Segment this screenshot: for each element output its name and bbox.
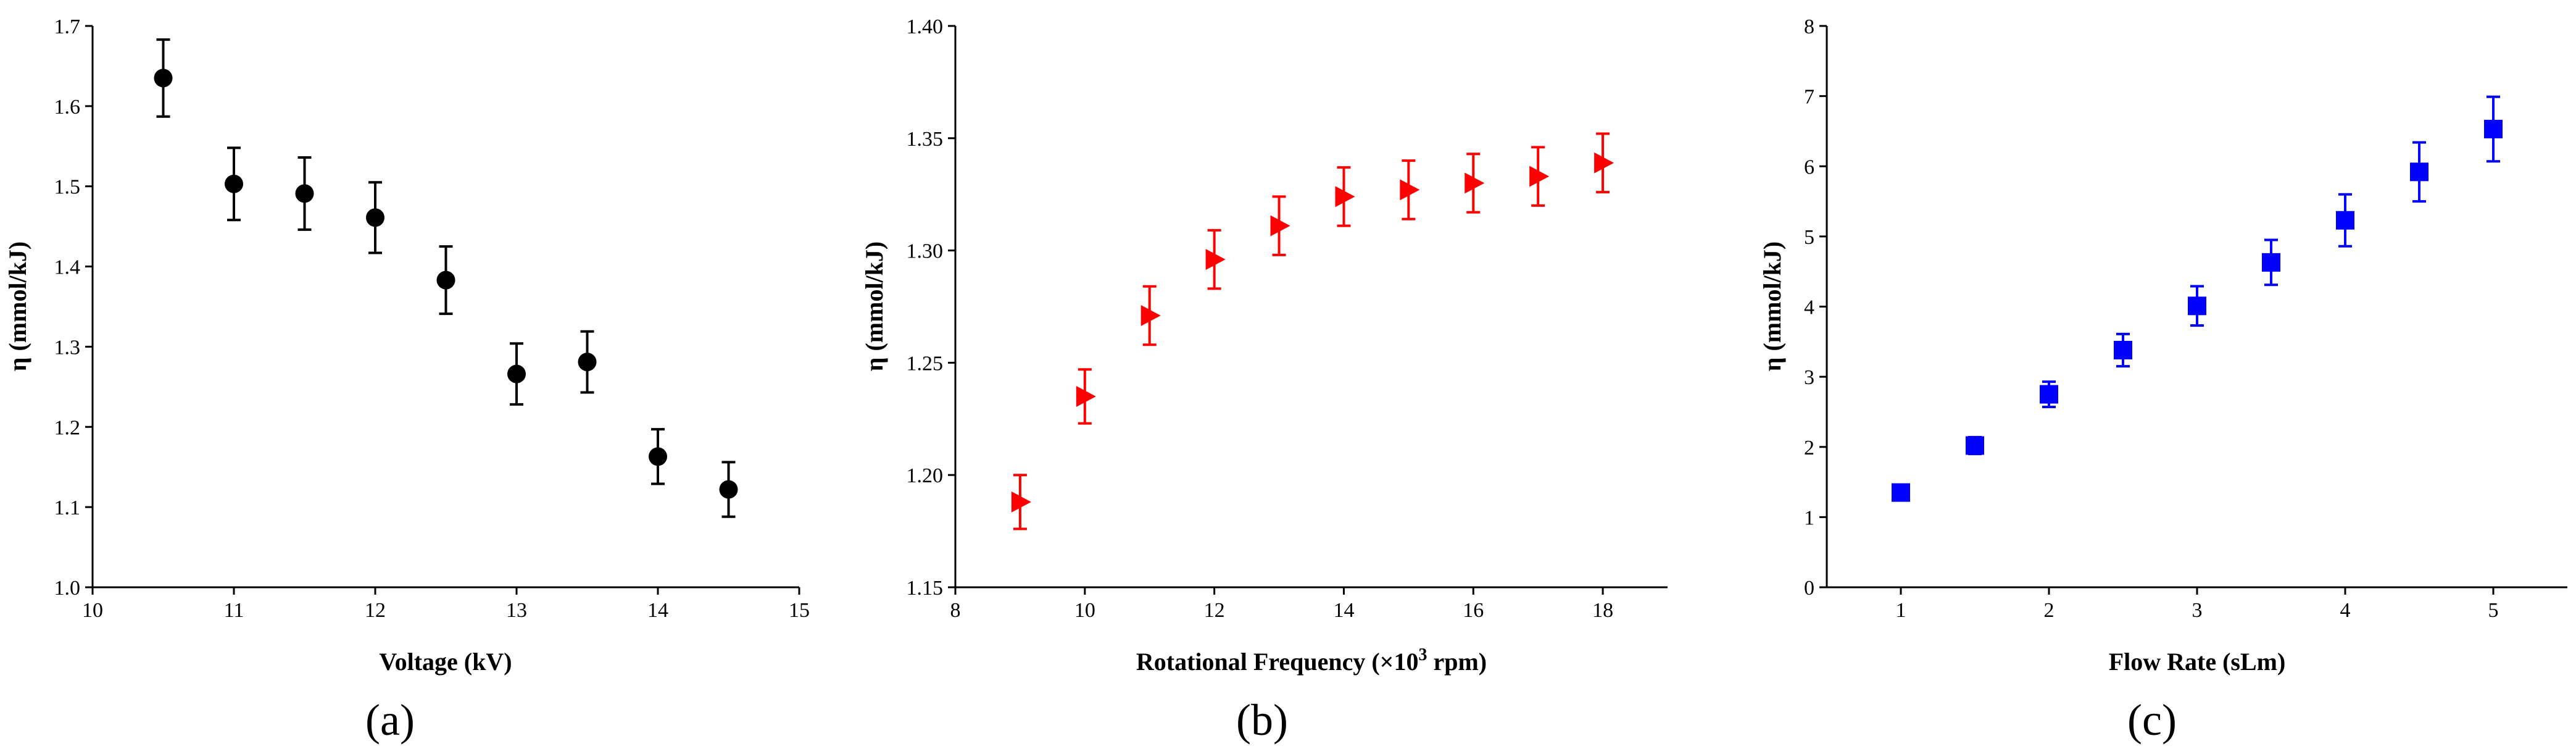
- y-ticks-a: 1.0 1.1 1.2 1.3 1.4 1.5 1.6 1.7: [54, 15, 93, 600]
- x-ticks-b: 8 10 12 14 16 18: [950, 587, 1613, 622]
- y-tick-label: 1.1: [54, 496, 81, 519]
- data-point: [1141, 305, 1161, 327]
- data-point: [507, 364, 526, 383]
- data-point: [1076, 385, 1096, 407]
- plot-frame-b: [954, 26, 1668, 589]
- data-point: [436, 270, 455, 290]
- x-tick-label: 3: [2192, 599, 2203, 622]
- data-point: [1892, 483, 1910, 502]
- y-tick-label: 8: [1804, 15, 1814, 38]
- y-tick-label: 1.40: [907, 15, 944, 38]
- data-point: [719, 480, 738, 499]
- data-point: [295, 184, 314, 203]
- y-tick-label: 1.15: [907, 577, 944, 600]
- x-tick-label: 16: [1463, 599, 1484, 622]
- data-points-c: [1892, 95, 2503, 502]
- data-point: [1400, 179, 1420, 201]
- x-tick-label: 13: [506, 599, 527, 622]
- data-point: [1966, 436, 1984, 455]
- data-point: [1205, 249, 1226, 270]
- data-point: [1594, 152, 1614, 174]
- x-tick-label: 10: [1074, 599, 1095, 622]
- y-axis-title-c: η (mmol/kJ): [1758, 241, 1786, 371]
- y-ticks-c: 0 1 2 3 4 5 6 7 8: [1804, 15, 1827, 600]
- x-ticks-a: 10 11 12 13 14 15: [82, 587, 810, 622]
- x-tick-label: 12: [365, 599, 386, 622]
- y-tick-label: 1.2: [54, 416, 81, 439]
- y-axis-title-b: η (mmol/kJ): [860, 241, 888, 371]
- data-point: [1335, 186, 1355, 207]
- data-points-b: [1011, 132, 1614, 530]
- x-tick-label: 2: [2044, 599, 2055, 622]
- x-axis-title-b-prefix: Rotational Frequency (×10: [1136, 648, 1419, 676]
- data-point: [2484, 120, 2503, 139]
- data-point: [366, 208, 384, 227]
- data-point: [2336, 211, 2354, 230]
- data-point: [225, 174, 243, 193]
- y-tick-label: 5: [1804, 226, 1814, 249]
- data-point: [2262, 253, 2280, 272]
- y-tick-label: 1.20: [907, 464, 944, 487]
- x-tick-label: 1: [1896, 599, 1906, 622]
- data-point: [649, 447, 667, 466]
- data-point: [578, 353, 597, 372]
- x-axis-title-b-suffix: rpm): [1427, 648, 1487, 676]
- panel-label-a: (a): [365, 695, 415, 745]
- x-axis-title-b-superscript: 3: [1418, 645, 1427, 664]
- x-tick-label: 12: [1204, 599, 1225, 622]
- x-tick-label: 10: [82, 599, 103, 622]
- x-axis-title-a: Voltage (kV): [379, 648, 512, 676]
- data-point: [1270, 215, 1290, 237]
- data-point: [2410, 162, 2429, 182]
- data-point: [2040, 385, 2058, 404]
- data-points-a: [154, 38, 738, 518]
- x-tick-label: 4: [2340, 599, 2351, 622]
- data-point: [154, 69, 173, 88]
- x-tick-label: 18: [1592, 599, 1613, 622]
- y-tick-label: 4: [1804, 296, 1814, 319]
- y-tick-label: 1.3: [54, 336, 81, 359]
- y-tick-label: 1.6: [54, 96, 81, 119]
- y-tick-label: 1.35: [907, 128, 944, 151]
- x-axis-title-c: Flow Rate (sLm): [2109, 648, 2286, 676]
- y-tick-label: 7: [1804, 86, 1814, 109]
- x-tick-label: 14: [1333, 599, 1354, 622]
- y-tick-label: 3: [1804, 366, 1814, 389]
- chart-panel-c: 1 2 3 4 5 0 1 2 3 4 5 6 7 8 Flow Rate (sLm) η (mmol/…: [1758, 15, 2567, 745]
- y-tick-label: 1.25: [907, 352, 944, 375]
- x-tick-label: 5: [2488, 599, 2499, 622]
- data-point: [2188, 296, 2206, 316]
- y-tick-label: 1.4: [54, 256, 81, 279]
- panel-label-b: (b): [1236, 695, 1288, 745]
- y-tick-label: 6: [1804, 156, 1814, 178]
- panel-label-c: (c): [2127, 695, 2177, 745]
- x-tick-label: 8: [950, 599, 961, 622]
- data-point: [1011, 491, 1031, 513]
- x-tick-label: 11: [224, 599, 244, 622]
- data-point: [1465, 172, 1485, 194]
- y-tick-label: 0: [1804, 577, 1814, 600]
- x-tick-label: 15: [789, 599, 810, 622]
- chart-panel-a: 10 11 12 13 14 15 1.0 1.1 1.2 1.3 1.4 1.5 1.6 1.7 Vo…: [4, 15, 810, 745]
- data-point: [2114, 340, 2132, 359]
- x-tick-label: 14: [647, 599, 668, 622]
- y-tick-label: 1.0: [54, 577, 81, 600]
- y-tick-label: 1.7: [54, 15, 81, 38]
- y-tick-label: 1.5: [54, 176, 81, 199]
- x-ticks-c: 1 2 3 4 5: [1896, 587, 2499, 622]
- data-point: [1529, 165, 1550, 187]
- y-ticks-b: 1.15 1.20 1.25 1.30 1.35 1.40: [907, 15, 955, 600]
- x-axis-title-b: Rotational Frequency (×103 rpm): [1136, 645, 1487, 676]
- y-axis-title-a: η (mmol/kJ): [4, 241, 31, 371]
- chart-panel-b: 8 10 12 14 16 18 1.15 1.20 1.25 1.30 1.35 1.40 Rot…: [860, 15, 1668, 745]
- y-tick-label: 1: [1804, 506, 1814, 529]
- y-tick-label: 1.30: [907, 240, 944, 263]
- y-tick-label: 2: [1804, 437, 1814, 459]
